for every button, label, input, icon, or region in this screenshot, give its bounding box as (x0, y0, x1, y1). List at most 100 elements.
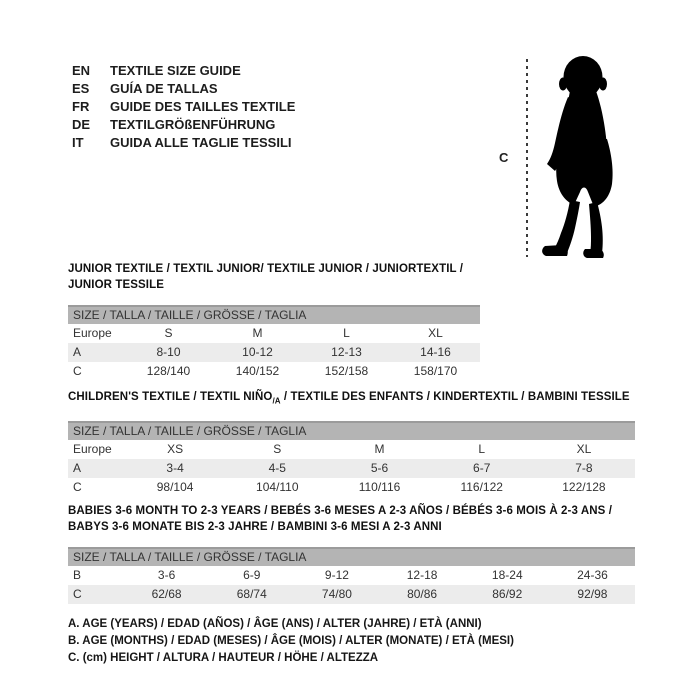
size-cell: XL (576, 442, 592, 457)
table-title: BABIES 3-6 MONTH TO 2-3 YEARS / BEBÉS 3-… (68, 503, 635, 535)
language-row: EN TEXTILE SIZE GUIDE (72, 62, 295, 80)
size-cell: 6-7 (473, 461, 491, 476)
size-cell: XL (428, 326, 443, 340)
size-cell: 12-18 (406, 568, 438, 583)
table-row: A 3-4 4-5 5-6 6-7 7-8 (68, 459, 635, 479)
row-label: C (73, 364, 82, 378)
row-label: A (73, 461, 82, 476)
size-cell: 3-4 (166, 461, 184, 476)
table-title-line: CHILDREN'S TEXTILE / TEXTIL NIÑO/A / TEX… (68, 389, 635, 409)
size-cell: 128/140 (146, 364, 191, 378)
row-label: C (73, 587, 82, 602)
footnote: B. AGE (MONTHS) / EDAD (MESES) / ÂGE (MO… (68, 635, 514, 648)
language-row: DE TEXTILGRÖßENFÜHRUNG (72, 116, 295, 134)
height-measure-line (526, 59, 528, 257)
language-label: TEXTILE SIZE GUIDE (110, 63, 241, 78)
size-cell: 24-36 (577, 568, 608, 583)
size-cell: S (164, 326, 173, 340)
size-cell: 3-6 (157, 568, 176, 583)
size-table-section-junior: JUNIOR TEXTILE / TEXTIL JUNIOR/ TEXTILE … (68, 261, 480, 381)
table-row: Europe S M L XL (68, 324, 480, 343)
size-tables: JUNIOR TEXTILE / TEXTIL JUNIOR/ TEXTILE … (68, 261, 635, 605)
table-row: A 8-10 10-12 12-13 14-16 (68, 343, 480, 362)
size-cell: 86/92 (492, 587, 523, 602)
language-label: GUÍA DE TALLAS (110, 81, 218, 96)
title-text: / TEXTILE DES ENFANTS / KINDERTEXTIL / B… (280, 391, 630, 403)
size-cell: M (252, 326, 263, 340)
size-cell: 6-9 (243, 568, 261, 583)
row-label: Europe (73, 442, 112, 457)
size-cell: 74/80 (321, 587, 352, 602)
title-text: JUNIOR TEXTILE / TEXTIL JUNIOR/ TEXTILE … (68, 263, 464, 291)
size-cell: 9-12 (324, 568, 349, 583)
size-cell: 110/116 (358, 480, 401, 495)
language-label: GUIDE DES TAILLES TEXTILE (110, 99, 296, 114)
table-title: CHILDREN'S TEXTILE / TEXTIL NIÑO/A / TEX… (68, 389, 635, 409)
size-cell: S (273, 442, 282, 457)
size-cell: 18-24 (491, 568, 523, 583)
table-row: B 3-6 6-9 9-12 12-18 18-24 24-36 (68, 566, 635, 585)
baby-figure: C (497, 50, 637, 265)
language-list: EN TEXTILE SIZE GUIDE ES GUÍA DE TALLAS FR GU… (72, 62, 295, 152)
language-row: IT GUIDA ALLE TAGLIE TESSILI (72, 134, 295, 152)
size-cell: 104/110 (256, 480, 299, 495)
row-label: C (73, 480, 82, 495)
size-cell: 152/158 (324, 364, 369, 378)
language-row: ES GUÍA DE TALLAS (72, 80, 295, 98)
baby-silhouette-icon (542, 56, 613, 258)
size-header-band: SIZE / TALLA / TAILLE / GRÖSSE / TAGLIA (68, 421, 635, 441)
row-label: Europe (73, 326, 112, 340)
footnotes: A. AGE (YEARS) / EDAD (AÑOS) / ÂGE (ANS)… (68, 616, 635, 667)
footnote: C. (cm) HEIGHT / ALTURA / HAUTEUR / HÖHE… (68, 652, 379, 665)
table-row: Europe XS S M L XL (68, 440, 635, 459)
size-cell: 140/152 (235, 364, 280, 378)
size-cell: M (374, 442, 385, 457)
size-cell: 4-5 (268, 461, 286, 476)
size-cell: 68/74 (236, 587, 267, 602)
size-cell: 7-8 (575, 461, 593, 476)
size-cell: 122/128 (562, 480, 606, 495)
size-table: SIZE / TALLA / TAILLE / GRÖSSE / TAGLIA B… (68, 547, 635, 605)
size-table-section-children: CHILDREN'S TEXTILE / TEXTIL NIÑO/A / TEX… (68, 389, 635, 497)
size-table: SIZE / TALLA / TAILLE / GRÖSSE / TAGLIA E… (68, 421, 635, 497)
size-table: SIZE / TALLA / TAILLE / GRÖSSE / TAGLIA E… (68, 305, 480, 381)
table-title-line: JUNIOR TEXTILE / TEXTIL JUNIOR/ TEXTILE … (68, 261, 480, 293)
table-title-line: BABYS 3-6 MONATE BIS 2-3 JAHRE / BAMBINI… (68, 519, 635, 535)
size-cell: 14-16 (420, 345, 451, 359)
size-cell: 8-10 (156, 345, 181, 359)
language-code: ES (72, 81, 90, 96)
size-cell: 80/86 (407, 587, 438, 602)
language-code: DE (72, 117, 91, 132)
size-header-band: SIZE / TALLA / TAILLE / GRÖSSE / TAGLIA (68, 547, 635, 567)
size-header-band: SIZE / TALLA / TAILLE / GRÖSSE / TAGLIA (68, 305, 480, 324)
language-code: EN (72, 63, 91, 78)
size-cell: 92/98 (577, 587, 608, 602)
size-cell: 10-12 (242, 345, 273, 359)
table-row: C 62/68 68/74 74/80 80/86 86/92 92/98 (68, 585, 635, 605)
size-cell: 12-13 (331, 345, 362, 359)
size-cell: 5-6 (370, 461, 389, 476)
title-text: BABIES 3-6 MONTH TO 2-3 YEARS / BEBÉS 3-… (68, 505, 612, 518)
table-row: C 98/104 104/110 110/116 116/122 122/128 (68, 478, 635, 497)
size-cell: 62/68 (151, 587, 182, 602)
size-cell: 116/122 (460, 480, 503, 495)
language-label: GUIDA ALLE TAGLIE TESSILI (110, 135, 292, 150)
size-cell: L (478, 442, 486, 457)
size-cell: 158/170 (413, 364, 458, 378)
language-row: FR GUIDE DES TAILLES TEXTILE (72, 98, 295, 116)
language-label: TEXTILGRÖßENFÜHRUNG (110, 117, 276, 132)
language-code: IT (72, 135, 84, 150)
row-label: A (73, 345, 82, 359)
title-text: BABYS 3-6 MONATE BIS 2-3 JAHRE / BAMBINI… (68, 521, 442, 534)
size-table-section-babies: BABIES 3-6 MONTH TO 2-3 YEARS / BEBÉS 3-… (68, 503, 635, 605)
table-title-line: BABIES 3-6 MONTH TO 2-3 YEARS / BEBÉS 3-… (68, 503, 635, 519)
footnote: A. AGE (YEARS) / EDAD (AÑOS) / ÂGE (ANS)… (68, 618, 482, 631)
table-title: JUNIOR TEXTILE / TEXTIL JUNIOR/ TEXTILE … (68, 261, 480, 293)
table-row: C 128/140 140/152 152/158 158/170 (68, 362, 480, 381)
title-text: CHILDREN'S TEXTILE / TEXTIL NIÑO (68, 391, 273, 403)
size-cell: L (343, 326, 350, 340)
size-tables-area: JUNIOR TEXTILE / TEXTIL JUNIOR/ TEXTILE … (68, 261, 635, 667)
measure-c-label: C (499, 150, 509, 165)
title-subscript: /A (272, 396, 281, 406)
